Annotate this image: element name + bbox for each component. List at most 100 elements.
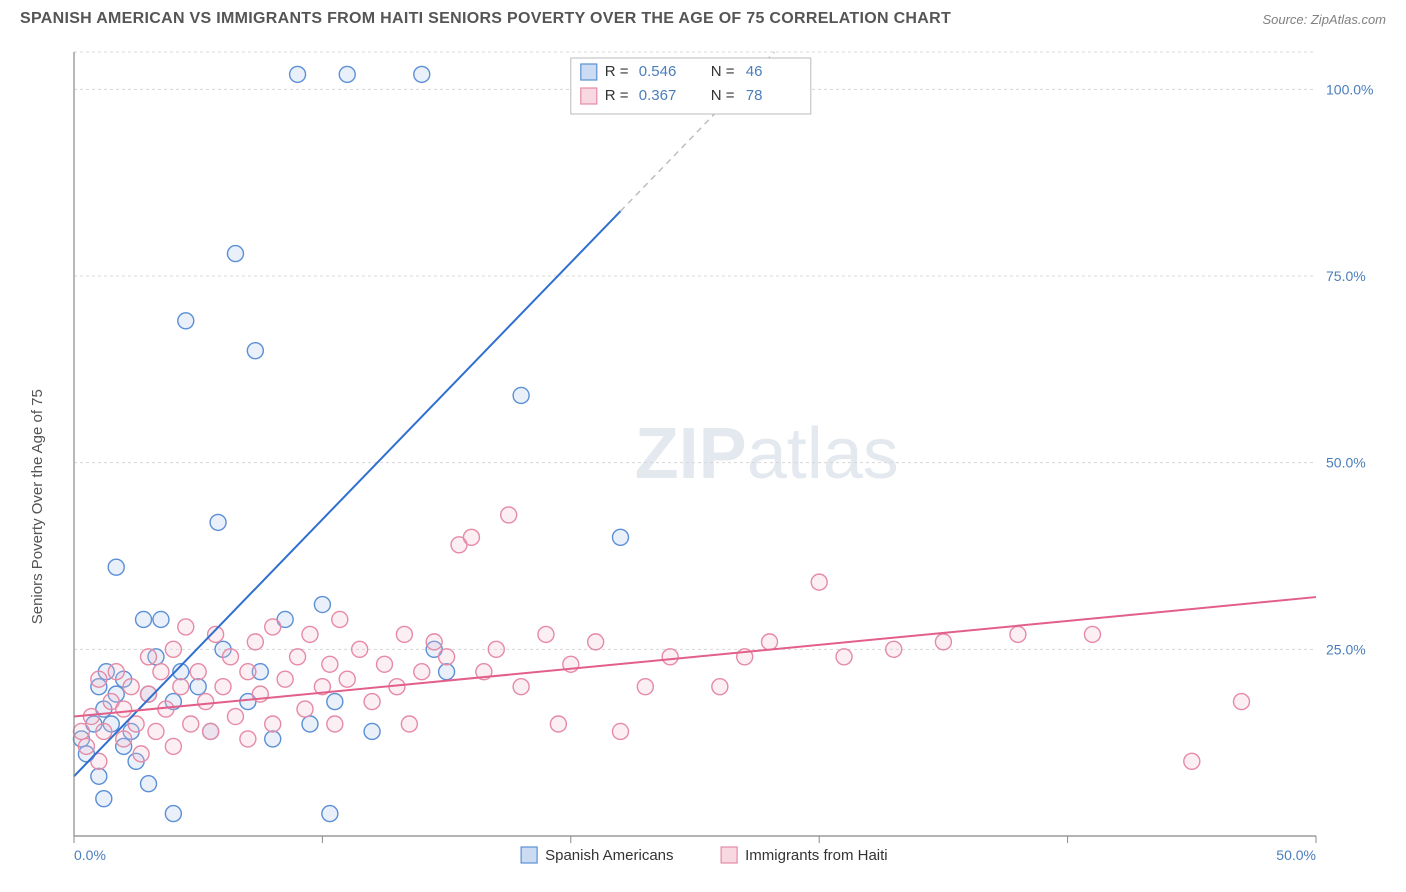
scatter-point xyxy=(277,671,293,687)
scatter-point xyxy=(886,641,902,657)
title-bar: SPANISH AMERICAN VS IMMIGRANTS FROM HAIT… xyxy=(0,0,1406,34)
scatter-point xyxy=(513,679,529,695)
scatter-point xyxy=(377,656,393,672)
scatter-point xyxy=(153,611,169,627)
scatter-point xyxy=(297,701,313,717)
scatter-point xyxy=(302,626,318,642)
scatter-point xyxy=(588,634,604,650)
legend-series-a: Spanish Americans xyxy=(545,847,673,864)
scatter-point xyxy=(227,246,243,262)
scatter-point xyxy=(96,791,112,807)
scatter-point xyxy=(153,664,169,680)
legend-n-value: 46 xyxy=(746,63,763,80)
scatter-point xyxy=(148,723,164,739)
scatter-point xyxy=(108,559,124,575)
scatter-point xyxy=(290,649,306,665)
scatter-point xyxy=(327,694,343,710)
y-tick-label: 75.0% xyxy=(1326,268,1366,284)
scatter-point xyxy=(165,738,181,754)
scatter-point xyxy=(463,529,479,545)
scatter-point xyxy=(178,619,194,635)
scatter-point xyxy=(240,664,256,680)
watermark: ZIPatlas xyxy=(635,414,899,494)
scatter-point xyxy=(488,641,504,657)
legend-n-label: N = xyxy=(711,87,735,104)
scatter-point xyxy=(339,66,355,82)
scatter-point xyxy=(227,709,243,725)
legend-swatch xyxy=(581,64,597,80)
legend-swatch xyxy=(721,847,737,863)
scatter-point xyxy=(439,649,455,665)
y-axis-title: Seniors Poverty Over the Age of 75 xyxy=(29,389,46,624)
scatter-point xyxy=(247,343,263,359)
scatter-point xyxy=(141,776,157,792)
scatter-point xyxy=(332,611,348,627)
scatter-point xyxy=(78,738,94,754)
scatter-point xyxy=(364,723,380,739)
scatter-point xyxy=(173,679,189,695)
scatter-point xyxy=(538,626,554,642)
scatter-point xyxy=(136,611,152,627)
regression-line xyxy=(74,211,620,776)
scatter-point xyxy=(662,649,678,665)
scatter-point xyxy=(165,806,181,822)
scatter-point xyxy=(935,634,951,650)
legend-swatch xyxy=(521,847,537,863)
scatter-point xyxy=(210,514,226,530)
scatter-point xyxy=(762,634,778,650)
scatter-point xyxy=(1233,694,1249,710)
scatter-point xyxy=(322,656,338,672)
scatter-point xyxy=(178,313,194,329)
scatter-chart: ZIPatlas 0.0% 50.0% 25.0% 50.0% 75.0% 100.0% Se… xyxy=(20,40,1386,882)
scatter-point xyxy=(116,731,132,747)
legend-swatch xyxy=(581,88,597,104)
scatter-point xyxy=(352,641,368,657)
scatter-point xyxy=(265,731,281,747)
scatter-point xyxy=(401,716,417,732)
scatter-point xyxy=(222,649,238,665)
legend-n-label: N = xyxy=(711,63,735,80)
scatter-point xyxy=(414,664,430,680)
regression-line xyxy=(74,597,1316,716)
scatter-point xyxy=(83,709,99,725)
scatter-point xyxy=(322,806,338,822)
legend-r-label: R = xyxy=(605,87,629,104)
legend-n-value: 78 xyxy=(746,87,763,104)
scatter-point xyxy=(612,529,628,545)
scatter-point xyxy=(550,716,566,732)
scatter-point xyxy=(108,664,124,680)
legend-r-value: 0.546 xyxy=(639,63,677,80)
scatter-point xyxy=(141,649,157,665)
y-tick-label: 100.0% xyxy=(1326,81,1373,97)
scatter-point xyxy=(198,694,214,710)
scatter-point xyxy=(501,507,517,523)
scatter-point xyxy=(190,679,206,695)
scatter-point xyxy=(439,664,455,680)
scatter-point xyxy=(339,671,355,687)
scatter-point xyxy=(414,66,430,82)
scatter-point xyxy=(91,768,107,784)
scatter-point xyxy=(116,701,132,717)
scatter-point xyxy=(96,723,112,739)
scatter-point xyxy=(91,671,107,687)
scatter-point xyxy=(327,716,343,732)
x-tick-label: 50.0% xyxy=(1276,847,1316,863)
scatter-point xyxy=(612,723,628,739)
y-tick-label: 25.0% xyxy=(1326,641,1366,657)
scatter-point xyxy=(203,723,219,739)
scatter-point xyxy=(513,387,529,403)
scatter-point xyxy=(240,731,256,747)
x-tick-label: 0.0% xyxy=(74,847,106,863)
scatter-point xyxy=(426,634,442,650)
y-tick-label: 50.0% xyxy=(1326,455,1366,471)
scatter-point xyxy=(396,626,412,642)
source-attribution: Source: ZipAtlas.com xyxy=(1262,12,1386,27)
legend-r-value: 0.367 xyxy=(639,87,677,104)
scatter-point xyxy=(133,746,149,762)
scatter-point xyxy=(1010,626,1026,642)
scatter-point xyxy=(123,679,139,695)
chart-container: ZIPatlas 0.0% 50.0% 25.0% 50.0% 75.0% 100.0% Se… xyxy=(20,40,1386,882)
scatter-point xyxy=(1084,626,1100,642)
scatter-point xyxy=(314,597,330,613)
scatter-point xyxy=(836,649,852,665)
